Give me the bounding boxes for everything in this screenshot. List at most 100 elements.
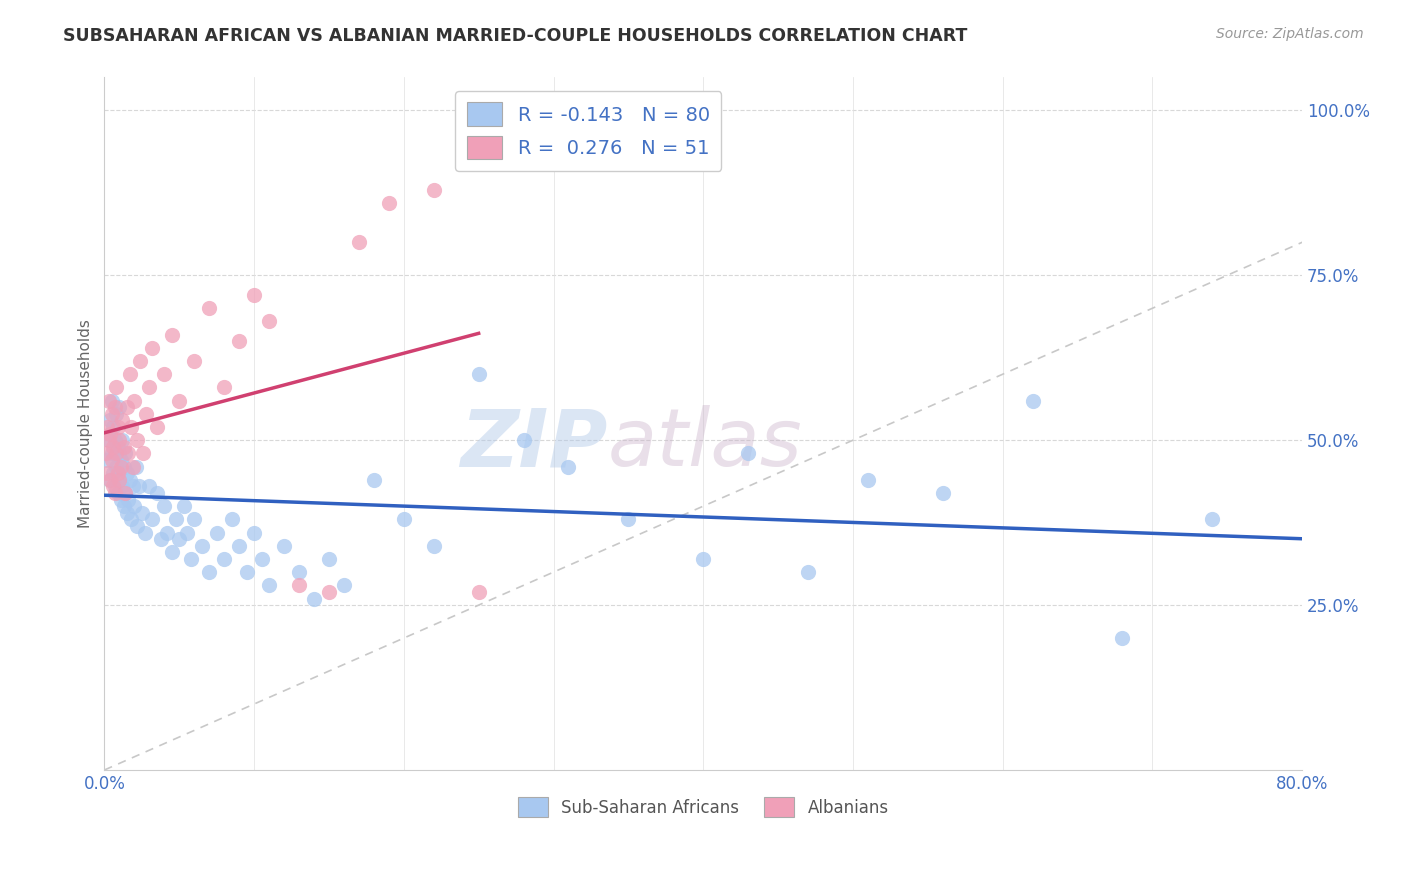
Point bbox=[117, 446, 139, 460]
Point bbox=[318, 585, 340, 599]
Point bbox=[112, 499, 135, 513]
Point bbox=[134, 525, 156, 540]
Point bbox=[1111, 631, 1133, 645]
Point bbox=[107, 466, 129, 480]
Point bbox=[107, 440, 129, 454]
Point bbox=[228, 539, 250, 553]
Point bbox=[257, 578, 280, 592]
Point bbox=[98, 473, 121, 487]
Text: SUBSAHARAN AFRICAN VS ALBANIAN MARRIED-COUPLE HOUSEHOLDS CORRELATION CHART: SUBSAHARAN AFRICAN VS ALBANIAN MARRIED-C… bbox=[63, 27, 967, 45]
Point bbox=[932, 486, 955, 500]
Point bbox=[111, 479, 134, 493]
Point bbox=[97, 434, 120, 448]
Point bbox=[288, 565, 311, 579]
Point bbox=[156, 525, 179, 540]
Point bbox=[104, 486, 127, 500]
Point bbox=[108, 473, 131, 487]
Point bbox=[121, 479, 143, 493]
Point bbox=[1021, 393, 1043, 408]
Point bbox=[97, 393, 120, 408]
Point bbox=[107, 420, 129, 434]
Point bbox=[347, 235, 370, 250]
Point bbox=[422, 183, 444, 197]
Point bbox=[121, 459, 143, 474]
Point bbox=[318, 552, 340, 566]
Point bbox=[114, 486, 136, 500]
Point bbox=[212, 380, 235, 394]
Point bbox=[153, 368, 176, 382]
Point bbox=[118, 473, 141, 487]
Point bbox=[173, 499, 195, 513]
Point bbox=[132, 446, 155, 460]
Point bbox=[183, 354, 205, 368]
Point bbox=[288, 578, 311, 592]
Point bbox=[108, 473, 131, 487]
Point bbox=[146, 420, 169, 434]
Point bbox=[467, 585, 489, 599]
Point bbox=[557, 459, 579, 474]
Point bbox=[103, 440, 125, 454]
Point bbox=[243, 288, 266, 302]
Text: Source: ZipAtlas.com: Source: ZipAtlas.com bbox=[1216, 27, 1364, 41]
Point bbox=[422, 539, 444, 553]
Text: ZIP: ZIP bbox=[460, 406, 607, 483]
Point bbox=[112, 459, 135, 474]
Point bbox=[96, 453, 118, 467]
Point bbox=[167, 532, 190, 546]
Point bbox=[117, 492, 139, 507]
Point bbox=[617, 512, 640, 526]
Point bbox=[141, 341, 163, 355]
Point bbox=[105, 407, 128, 421]
Legend: Sub-Saharan Africans, Albanians: Sub-Saharan Africans, Albanians bbox=[512, 790, 896, 824]
Point bbox=[103, 466, 125, 480]
Point bbox=[108, 401, 131, 415]
Point bbox=[105, 459, 128, 474]
Point bbox=[512, 434, 534, 448]
Point bbox=[183, 512, 205, 526]
Point bbox=[107, 486, 129, 500]
Point bbox=[115, 401, 138, 415]
Point bbox=[146, 486, 169, 500]
Point bbox=[101, 453, 124, 467]
Point bbox=[333, 578, 356, 592]
Point bbox=[97, 434, 120, 448]
Point bbox=[190, 539, 212, 553]
Point bbox=[467, 368, 489, 382]
Point bbox=[114, 486, 136, 500]
Point bbox=[101, 446, 124, 460]
Point bbox=[110, 459, 132, 474]
Point bbox=[257, 314, 280, 328]
Point bbox=[98, 473, 121, 487]
Text: atlas: atlas bbox=[607, 406, 803, 483]
Point bbox=[856, 473, 879, 487]
Y-axis label: Married-couple Households: Married-couple Households bbox=[79, 319, 93, 528]
Point bbox=[221, 512, 243, 526]
Point bbox=[176, 525, 198, 540]
Point bbox=[129, 354, 152, 368]
Point bbox=[114, 446, 136, 460]
Point bbox=[378, 195, 401, 210]
Point bbox=[153, 499, 176, 513]
Point bbox=[273, 539, 295, 553]
Point bbox=[127, 519, 149, 533]
Point bbox=[135, 407, 157, 421]
Point bbox=[228, 334, 250, 349]
Point bbox=[104, 434, 127, 448]
Point bbox=[797, 565, 820, 579]
Point bbox=[98, 426, 121, 441]
Point bbox=[105, 446, 128, 460]
Point bbox=[205, 525, 228, 540]
Point bbox=[243, 525, 266, 540]
Point bbox=[737, 446, 759, 460]
Point bbox=[111, 434, 134, 448]
Point bbox=[198, 565, 221, 579]
Point bbox=[108, 434, 131, 448]
Point bbox=[96, 466, 118, 480]
Point bbox=[160, 327, 183, 342]
Point bbox=[110, 492, 132, 507]
Point bbox=[104, 401, 127, 415]
Point bbox=[103, 420, 125, 434]
Point bbox=[108, 446, 131, 460]
Point bbox=[150, 532, 173, 546]
Point bbox=[94, 446, 117, 460]
